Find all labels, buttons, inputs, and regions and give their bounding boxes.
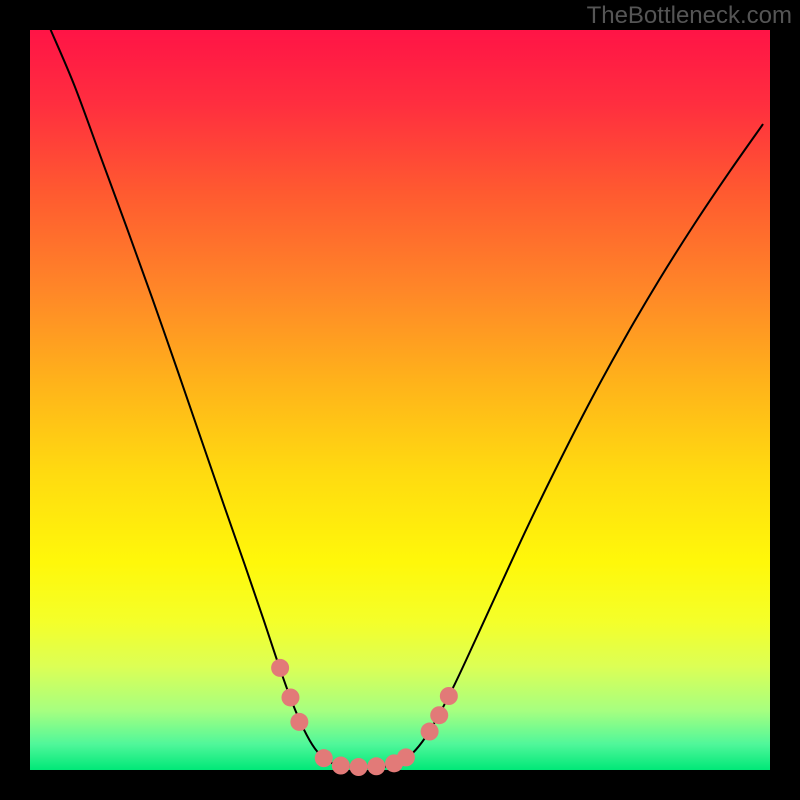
- curve-marker: [367, 757, 385, 775]
- curve-marker: [281, 688, 299, 706]
- curve-marker: [421, 723, 439, 741]
- curve-marker: [350, 758, 368, 776]
- chart-svg: [0, 0, 800, 800]
- curve-marker: [315, 749, 333, 767]
- curve-marker: [290, 713, 308, 731]
- curve-marker: [440, 687, 458, 705]
- chart-stage: TheBottleneck.com: [0, 0, 800, 800]
- curve-marker: [271, 659, 289, 677]
- curve-marker: [332, 757, 350, 775]
- curve-marker: [397, 748, 415, 766]
- plot-background: [30, 30, 770, 770]
- curve-marker: [430, 706, 448, 724]
